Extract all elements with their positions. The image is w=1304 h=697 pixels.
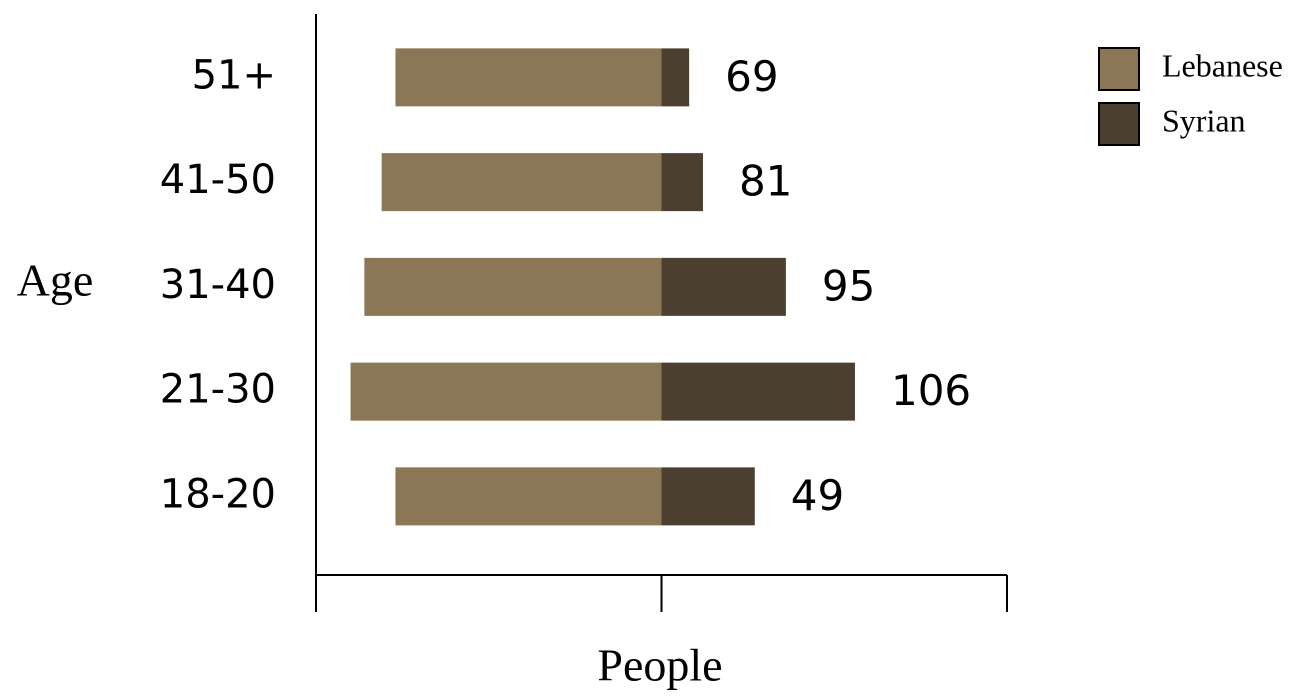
- y-tick-label: 18-20: [160, 471, 276, 517]
- y-tick-label: 31-40: [160, 262, 276, 308]
- legend-swatch: [1098, 102, 1140, 146]
- total-label: 81: [739, 157, 792, 206]
- bar: [661, 467, 755, 526]
- total-label: 95: [822, 261, 875, 310]
- bar: [661, 48, 690, 107]
- bar: [350, 362, 662, 421]
- y-tick-label: 51+: [192, 52, 276, 98]
- y-tick-label: 21-30: [160, 367, 276, 413]
- y-tick-label: 41-50: [160, 157, 276, 203]
- total-label: 49: [791, 471, 844, 520]
- bar: [661, 362, 855, 421]
- bar: [381, 153, 662, 212]
- legend-label: Syrian: [1162, 102, 1246, 138]
- bar: [661, 153, 703, 212]
- legend-swatch: [1098, 47, 1140, 91]
- bar: [661, 257, 786, 316]
- bar: [364, 257, 662, 316]
- bar: [395, 467, 662, 526]
- x-axis-label: People: [597, 640, 722, 691]
- total-label: 69: [725, 52, 778, 101]
- y-axis-label: Age: [17, 255, 94, 306]
- bar: [395, 48, 662, 107]
- legend-label: Lebanese: [1162, 47, 1283, 83]
- total-label: 106: [891, 366, 971, 415]
